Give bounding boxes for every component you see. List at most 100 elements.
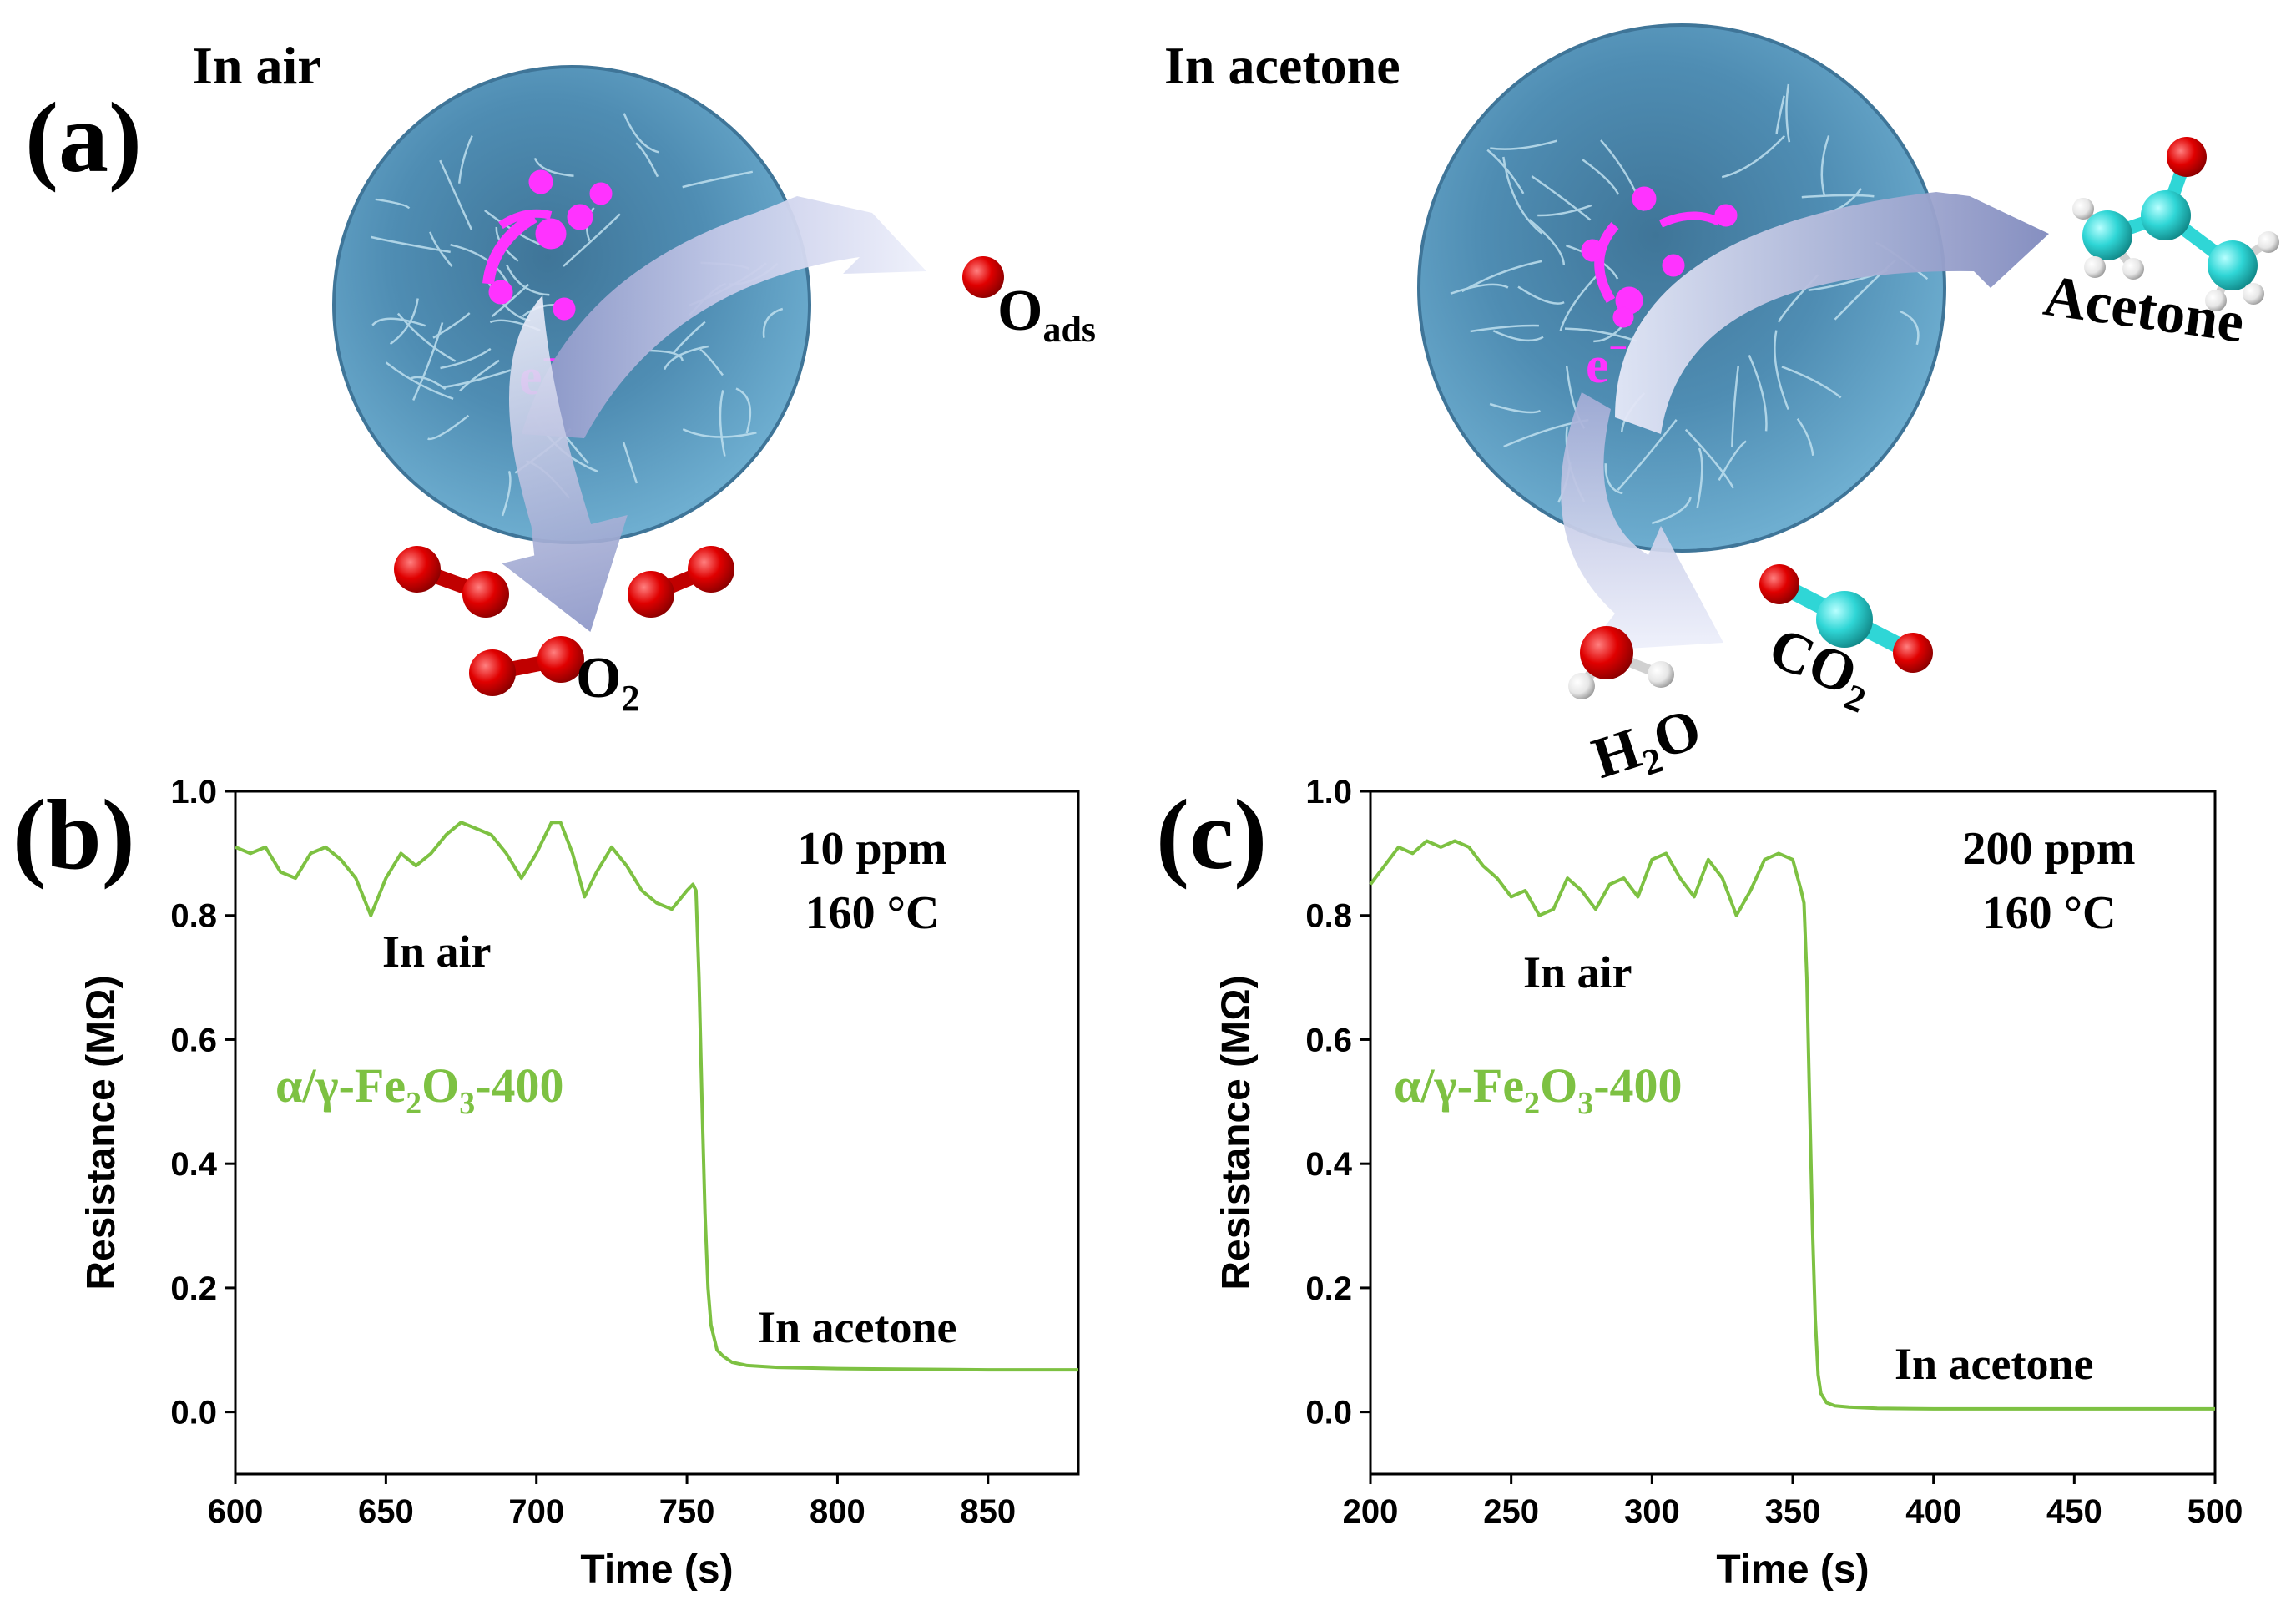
arrow-to-oads <box>522 196 926 438</box>
sphere-texture-strand <box>1748 354 1768 432</box>
axis-ticks-c: 200 250 300 350 400 450 500 0.0 0.2 0.4 0.6 0.8 1.0 <box>1305 774 2243 1530</box>
sphere-texture-strand <box>1721 134 1786 179</box>
material-label-c: α/γ-Fe2O3-400 <box>1394 1058 1683 1121</box>
in-acetone-title: In acetone <box>1164 36 1400 95</box>
x-axis-label-b: Time (s) <box>580 1548 733 1592</box>
x-tick-label: 600 <box>208 1493 264 1530</box>
sphere-texture-strand <box>450 243 510 287</box>
in-air-title: In air <box>192 36 321 95</box>
sphere-texture-strand <box>1731 366 1740 448</box>
y-tick-label: 0.2 <box>1305 1270 1352 1307</box>
electrons-left <box>482 169 613 321</box>
electron-dot <box>553 297 576 321</box>
y-tick-label: 0.8 <box>1305 898 1352 935</box>
x-tick-label: 400 <box>1905 1493 1961 1530</box>
resistance-curve-b <box>235 821 1078 1372</box>
electron-dot <box>1714 204 1738 227</box>
sphere-texture-strand <box>1617 419 1678 491</box>
o2-label: O2 <box>576 646 639 719</box>
panel-a: (a) In air In acetone e− <box>25 23 2279 797</box>
sphere-texture-strand <box>501 470 512 517</box>
sphere-texture-strand <box>1537 204 1592 217</box>
resistance-curve-c <box>1369 839 2215 1411</box>
sphere-texture-strand <box>1490 139 1557 150</box>
electron-dot <box>567 204 593 230</box>
x-tick-label: 750 <box>659 1493 715 1530</box>
y-tick-label: 0.4 <box>170 1146 217 1183</box>
x-tick-label: 700 <box>508 1493 564 1530</box>
panel-a-label: (a) <box>25 82 142 193</box>
sphere-texture-strand <box>682 427 757 438</box>
sphere-texture-strand <box>1461 260 1542 293</box>
electrons-right <box>1581 186 1738 328</box>
o2-molecule-1 <box>394 546 509 618</box>
sphere-texture-strand <box>1796 417 1814 456</box>
sphere-texture-strand <box>371 235 451 254</box>
x-tick-label: 300 <box>1624 1493 1680 1530</box>
sphere-texture-strand <box>1517 285 1565 305</box>
electron-trail-left-1 <box>482 211 537 285</box>
x-tick-label: 250 <box>1483 1493 1539 1530</box>
y-tick-label: 0.6 <box>170 1022 217 1058</box>
y-tick-label: 0.4 <box>1305 1146 1352 1183</box>
sphere-texture-strand <box>1531 175 1592 221</box>
sphere-texture-strand <box>563 213 621 267</box>
sphere-texture-strand <box>457 135 473 184</box>
y-tick-label: 1.0 <box>170 774 217 810</box>
arrow-from-o2 <box>502 295 628 632</box>
x-tick-label: 800 <box>810 1493 865 1530</box>
panel-c-label: (c) <box>1156 779 1267 890</box>
sphere-texture-strand <box>1774 330 1789 410</box>
o2-molecule-2 <box>628 546 734 618</box>
sphere-texture-strand <box>412 322 444 401</box>
sphere-texture-strand <box>1604 463 1623 495</box>
electron-trail-left-2 <box>498 209 553 230</box>
electron-trail-right-1 <box>1594 222 1619 304</box>
y-tick-label: 0.8 <box>170 898 217 935</box>
temperature-label-b: 160 °C <box>805 887 940 939</box>
panel-b-chart: (b) 600 650 700 750 800 850 0.0 0.2 0.4 0.6 0.8 1.0… <box>13 774 1080 1592</box>
y-tick-label: 0.0 <box>170 1395 217 1432</box>
plot-frame-b <box>234 790 1080 1476</box>
sphere-texture-strand <box>699 348 724 376</box>
electron-dot <box>1581 239 1604 262</box>
in-air-label-c: In air <box>1523 947 1632 997</box>
sphere-texture-strand <box>672 321 706 355</box>
x-tick-label: 650 <box>358 1493 414 1530</box>
sphere-texture-strand <box>389 298 419 346</box>
h2o-label: H2O <box>1585 696 1711 797</box>
sphere-texture-strand <box>1492 330 1544 342</box>
sphere-texture-strand <box>762 307 784 338</box>
sphere-texture-strand <box>1582 159 1620 195</box>
oads-label: Oads <box>997 279 1096 350</box>
electron-trail-right-2 <box>1658 211 1722 228</box>
sphere-texture-strand <box>735 387 752 434</box>
concentration-label-c: 200 ppm <box>1963 823 2136 875</box>
axis-ticks-b: 600 650 700 750 800 850 0.0 0.2 0.4 0.6 0.8 1.0 <box>170 774 1016 1530</box>
y-tick-label: 0.2 <box>170 1270 217 1307</box>
sphere-texture-strand <box>533 157 574 177</box>
sphere-texture-strand <box>623 113 659 154</box>
in-acetone-label-c: In acetone <box>1895 1339 2093 1389</box>
x-tick-label: 350 <box>1765 1493 1821 1530</box>
electron-dot <box>535 218 567 250</box>
sphere-texture-strand <box>635 142 659 178</box>
panel-b-label: (b) <box>13 779 135 890</box>
sphere-texture-strand <box>663 345 709 371</box>
electron-dot <box>1612 306 1634 328</box>
y-tick-label: 0.0 <box>1305 1395 1352 1432</box>
y-axis-label-b: Resistance (MΩ) <box>79 975 124 1290</box>
sphere-texture-strand <box>1696 447 1703 508</box>
h2o-molecule <box>1568 626 1674 699</box>
sphere-texture-strand <box>1564 327 1637 342</box>
x-tick-label: 200 <box>1343 1493 1399 1530</box>
sphere-texture-strand <box>719 390 726 457</box>
sphere-texture-strand <box>1684 428 1734 489</box>
sphere-texture-strand <box>1651 497 1692 525</box>
sphere-texture-strand <box>1489 402 1542 414</box>
y-tick-label: 0.6 <box>1305 1022 1352 1058</box>
sphere-texture-strand <box>375 198 411 210</box>
sphere-texture-strand <box>442 369 512 389</box>
panel-c-chart: (c) 200 250 300 350 400 450 500 0.0 0.2 0.4 0.6 0.8… <box>1156 774 2243 1592</box>
sphere-texture-strand <box>1450 283 1509 295</box>
